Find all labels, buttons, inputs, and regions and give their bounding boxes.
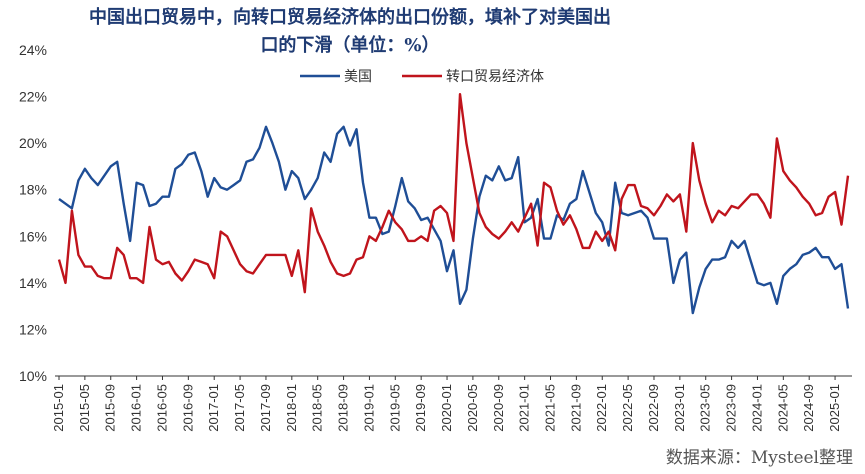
series-layer	[57, 92, 850, 315]
x-tick-label: 2017-05	[232, 384, 247, 432]
x-tick-label: 2016-05	[154, 384, 169, 432]
y-tick-label: 22%	[19, 89, 47, 105]
x-tick-label: 2023-01	[672, 384, 687, 432]
x-tick-label: 2018-01	[284, 384, 299, 432]
data-source: 数据来源：Mysteel整理	[665, 448, 853, 468]
x-tick-label: 2023-09	[724, 384, 739, 432]
y-tick-label: 20%	[19, 135, 47, 151]
y-tick-label: 14%	[19, 275, 47, 291]
x-tick-label: 2024-01	[749, 384, 764, 432]
x-tick-label: 2019-05	[387, 384, 402, 432]
x-tick-label: 2015-09	[103, 384, 118, 432]
y-tick-label: 24%	[19, 42, 47, 58]
x-tick-label: 2020-05	[465, 384, 480, 432]
x-tick-label: 2022-09	[646, 384, 661, 432]
series-line-transit	[57, 92, 850, 294]
x-tick-label: 2016-09	[180, 384, 195, 432]
series-line-us	[58, 125, 850, 315]
x-tick-label: 2015-05	[77, 384, 92, 432]
chart-title-line2: 口的下滑（单位：%）	[260, 35, 440, 56]
x-tick-label: 2022-05	[620, 384, 635, 432]
x-tick-label: 2022-01	[594, 384, 609, 432]
x-tick-label: 2021-05	[543, 384, 558, 432]
x-tick-label: 2018-05	[310, 384, 325, 432]
x-axis: 2015-01 2015-05 2015-09 2016-01 2016-05 2016-…	[51, 375, 852, 432]
y-axis: 10% 12% 14% 16% 18% 20% 22% 24%	[19, 42, 47, 384]
x-tick-label: 2021-01	[517, 384, 532, 432]
x-tick-label: 2020-09	[491, 384, 506, 432]
x-tick-label: 2019-09	[413, 384, 428, 432]
legend-label: 转口贸易经济体	[446, 69, 544, 85]
chart-title: 中国出口贸易中，向转口贸易经济体的出口份额，填补了对美国出 口的下滑（单位：%）	[0, 4, 700, 60]
legend: 美国 转口贸易经济体	[300, 69, 544, 85]
x-tick-label: 2015-01	[51, 384, 66, 432]
x-tick-label: 2019-01	[361, 384, 376, 432]
chart-title-line1: 中国出口贸易中，向转口贸易经济体的出口份额，填补了对美国出	[89, 7, 611, 28]
legend-label: 美国	[344, 69, 372, 85]
x-tick-label: 2023-05	[698, 384, 713, 432]
y-tick-label: 16%	[19, 228, 47, 244]
y-tick-label: 12%	[19, 321, 47, 337]
x-tick-label: 2021-09	[568, 384, 583, 432]
x-tick-label: 2024-05	[775, 384, 790, 432]
x-tick-label: 2017-01	[206, 384, 221, 432]
y-tick-label: 18%	[19, 182, 47, 198]
x-tick-label: 2020-01	[439, 384, 454, 432]
x-tick-label: 2016-01	[129, 384, 144, 432]
x-tick-label: 2025-01	[827, 384, 842, 432]
y-tick-label: 10%	[19, 368, 47, 384]
x-tick-label: 2017-09	[258, 384, 273, 432]
x-tick-label: 2018-09	[336, 384, 351, 432]
x-tick-label: 2024-09	[801, 384, 816, 432]
